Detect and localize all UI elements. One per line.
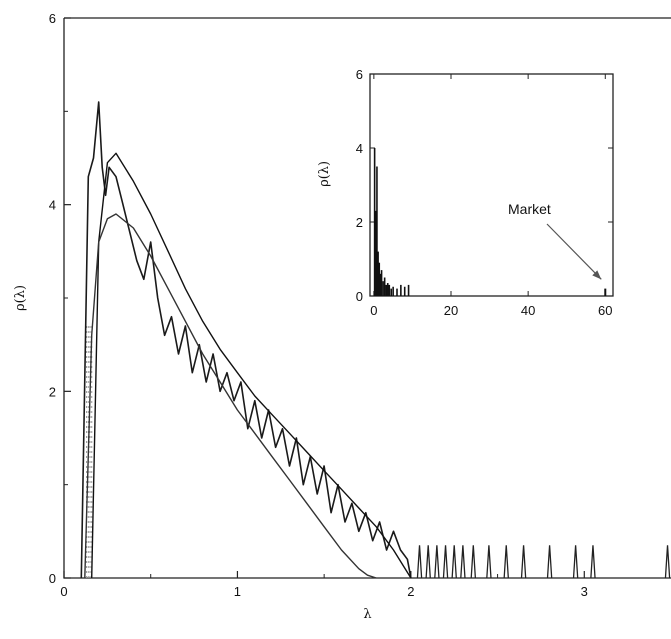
eigenvalue-spike xyxy=(434,545,440,579)
market-arrow-head xyxy=(592,270,602,280)
inset-y-axis-label: ρ(λ) xyxy=(317,161,332,187)
y-axis-label: ρ(λ) xyxy=(13,285,28,311)
eigenvalue-spike xyxy=(590,545,596,579)
x-tick-label: 0 xyxy=(60,584,67,599)
eigenvalue-spike xyxy=(470,545,477,579)
series-line-3 xyxy=(84,213,377,579)
inset-x-tick-label: 40 xyxy=(521,303,535,318)
eigenvalue-spike xyxy=(664,545,671,579)
eigenvalue-spike xyxy=(520,545,527,579)
eigenvalue-spike xyxy=(503,545,509,579)
x-tick-label: 3 xyxy=(581,584,588,599)
series-line-2 xyxy=(91,152,412,579)
x-tick-label: 2 xyxy=(407,584,414,599)
inset-x-tick-label: 60 xyxy=(598,303,612,318)
eigenvalue-spike xyxy=(546,545,553,579)
inset-y-tick-label: 0 xyxy=(356,289,363,304)
inset-x-tick-label: 20 xyxy=(444,303,458,318)
eigenvalue-spike xyxy=(425,545,431,579)
main-plot: 0 1 2 3 0 2 4 6 λ ρ(λ) xyxy=(13,11,671,622)
y-tick-label: 0 xyxy=(49,571,56,586)
eigenvalue-spike xyxy=(442,545,449,579)
inset-x-tick-label: 0 xyxy=(370,303,377,318)
eigenvalue-spike xyxy=(416,545,423,579)
inset-frame xyxy=(369,73,614,297)
inset-y-tick-label: 2 xyxy=(356,215,363,230)
eigenvalue-spike xyxy=(460,545,466,579)
market-arrow-line xyxy=(546,223,602,280)
y-tick-label: 2 xyxy=(49,384,56,399)
inset-y-tick-label: 6 xyxy=(356,67,363,82)
x-axis-label: λ xyxy=(363,607,371,622)
inset-plot: 0 20 40 60 0 2 4 6 ρ(λ) Market xyxy=(317,67,614,318)
y-tick-label: 6 xyxy=(49,11,56,26)
inset-y-tick-label: 4 xyxy=(356,141,363,156)
market-annotation-label: Market xyxy=(508,201,551,217)
y-tick-label: 4 xyxy=(49,198,56,213)
eigenvalue-spike xyxy=(572,545,579,579)
x-tick-label: 1 xyxy=(234,584,241,599)
series-line-1 xyxy=(80,101,412,579)
eigenvalue-spike xyxy=(486,545,492,579)
eigenvalue-spike xyxy=(451,545,457,579)
